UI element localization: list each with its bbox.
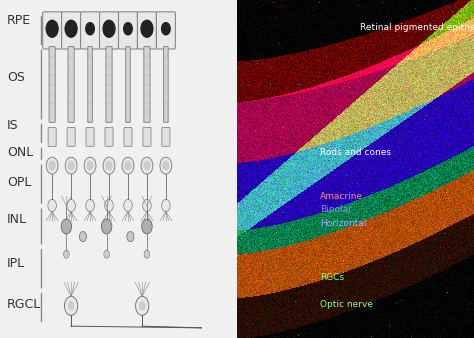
- FancyBboxPatch shape: [164, 47, 168, 122]
- FancyBboxPatch shape: [144, 47, 150, 122]
- Text: Rods and cones: Rods and cones: [320, 148, 391, 156]
- Circle shape: [84, 157, 96, 174]
- Circle shape: [141, 157, 153, 174]
- Circle shape: [65, 157, 77, 174]
- Circle shape: [143, 199, 151, 212]
- FancyBboxPatch shape: [100, 12, 118, 49]
- Text: Retinal pigmented epithelium: Retinal pigmented epithelium: [360, 23, 474, 31]
- Circle shape: [64, 250, 69, 258]
- FancyBboxPatch shape: [124, 127, 132, 146]
- FancyBboxPatch shape: [106, 47, 112, 122]
- Circle shape: [124, 23, 132, 35]
- Circle shape: [46, 20, 58, 37]
- Circle shape: [68, 301, 74, 311]
- Circle shape: [65, 20, 77, 37]
- Text: OPL: OPL: [7, 176, 31, 189]
- Text: Optic nerve: Optic nerve: [320, 300, 373, 309]
- Circle shape: [61, 219, 72, 234]
- Circle shape: [127, 232, 134, 242]
- Circle shape: [68, 162, 74, 170]
- Text: RGCs: RGCs: [320, 273, 344, 282]
- Circle shape: [105, 199, 113, 212]
- Circle shape: [122, 157, 134, 174]
- FancyBboxPatch shape: [105, 127, 113, 146]
- Circle shape: [48, 199, 56, 212]
- FancyBboxPatch shape: [156, 12, 175, 49]
- Text: OS: OS: [7, 71, 25, 84]
- FancyBboxPatch shape: [118, 12, 137, 49]
- FancyBboxPatch shape: [86, 127, 94, 146]
- Circle shape: [86, 23, 94, 35]
- FancyBboxPatch shape: [143, 127, 151, 146]
- Text: Horizontal: Horizontal: [320, 219, 366, 227]
- Circle shape: [49, 162, 55, 170]
- Circle shape: [79, 232, 86, 242]
- FancyBboxPatch shape: [88, 47, 92, 122]
- Circle shape: [136, 296, 149, 315]
- FancyBboxPatch shape: [126, 47, 130, 122]
- FancyBboxPatch shape: [67, 127, 75, 146]
- Circle shape: [163, 162, 169, 170]
- Circle shape: [124, 199, 132, 212]
- Circle shape: [67, 199, 75, 212]
- Circle shape: [103, 157, 115, 174]
- FancyBboxPatch shape: [81, 12, 100, 49]
- Circle shape: [144, 162, 150, 170]
- Circle shape: [160, 157, 172, 174]
- Circle shape: [144, 250, 150, 258]
- FancyBboxPatch shape: [43, 12, 62, 49]
- Circle shape: [106, 162, 112, 170]
- Circle shape: [104, 250, 109, 258]
- Text: ONL: ONL: [7, 146, 33, 159]
- Circle shape: [86, 199, 94, 212]
- Text: RGCL: RGCL: [7, 298, 41, 311]
- Text: Amacrine: Amacrine: [320, 192, 363, 200]
- Circle shape: [64, 296, 78, 315]
- FancyBboxPatch shape: [68, 47, 74, 122]
- Text: RPE: RPE: [7, 14, 31, 27]
- Circle shape: [139, 301, 146, 311]
- Circle shape: [162, 199, 170, 212]
- Circle shape: [162, 23, 170, 35]
- FancyBboxPatch shape: [48, 127, 56, 146]
- Text: INL: INL: [7, 213, 27, 226]
- FancyBboxPatch shape: [62, 12, 81, 49]
- FancyBboxPatch shape: [49, 47, 55, 122]
- Circle shape: [101, 219, 112, 234]
- FancyBboxPatch shape: [162, 127, 170, 146]
- Text: IPL: IPL: [7, 257, 25, 270]
- Circle shape: [46, 157, 58, 174]
- Circle shape: [142, 219, 152, 234]
- Circle shape: [141, 20, 153, 37]
- FancyBboxPatch shape: [137, 12, 156, 49]
- Circle shape: [125, 162, 131, 170]
- Text: IS: IS: [7, 119, 19, 131]
- Circle shape: [103, 20, 115, 37]
- Text: Bipolar: Bipolar: [320, 205, 352, 214]
- Circle shape: [87, 162, 93, 170]
